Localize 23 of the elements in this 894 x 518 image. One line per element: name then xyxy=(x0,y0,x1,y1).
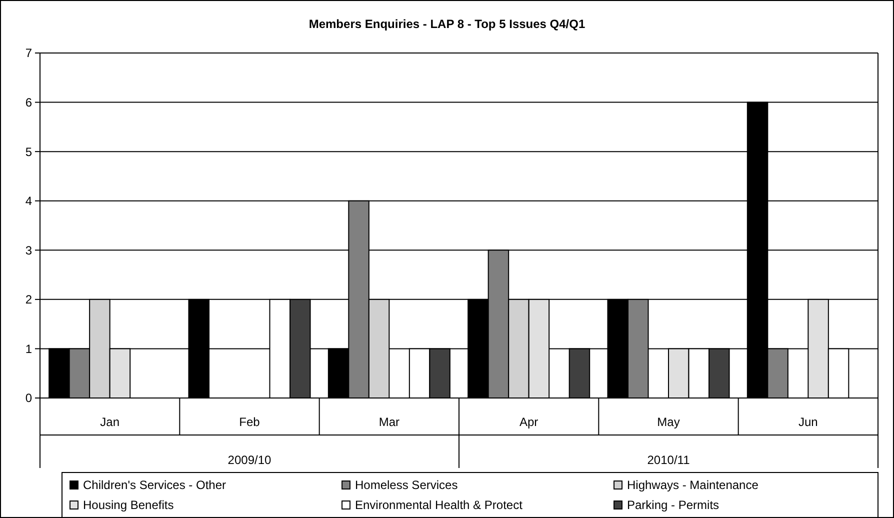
y-tick-label: 3 xyxy=(25,243,32,258)
y-tick-label: 2 xyxy=(25,292,32,307)
legend-label: Highways - Maintenance xyxy=(627,478,759,492)
legend-label: Children's Services - Other xyxy=(83,478,226,492)
x-tick-label: Apr xyxy=(519,415,538,429)
x-tick-label: May xyxy=(657,415,680,429)
y-tick-label: 5 xyxy=(25,144,32,159)
y-tick-label: 0 xyxy=(25,391,32,406)
y-tick-label: 1 xyxy=(25,342,32,356)
text: 2009/10 xyxy=(228,453,272,467)
y-tick-label: 4 xyxy=(25,194,32,208)
text: 2010/11 xyxy=(647,453,690,467)
legend-label: Environmental Health & Protect xyxy=(355,498,524,512)
x-tick-label: Mar xyxy=(378,415,400,429)
chart-title: Members Enquiries - LAP 8 - Top 5 Issues Q4/Q1 xyxy=(308,17,586,31)
x-tick-label: Jun xyxy=(798,415,818,429)
y-tick-label: 6 xyxy=(25,95,32,110)
legend-label: Parking - Permits xyxy=(627,498,720,512)
y-tick-label: 7 xyxy=(25,46,32,60)
legend-label: Housing Benefits xyxy=(83,498,174,512)
x-tick-label: Feb xyxy=(239,415,260,429)
legend-label: Homeless Services xyxy=(355,478,458,492)
x-tick-label: Jan xyxy=(100,415,120,429)
